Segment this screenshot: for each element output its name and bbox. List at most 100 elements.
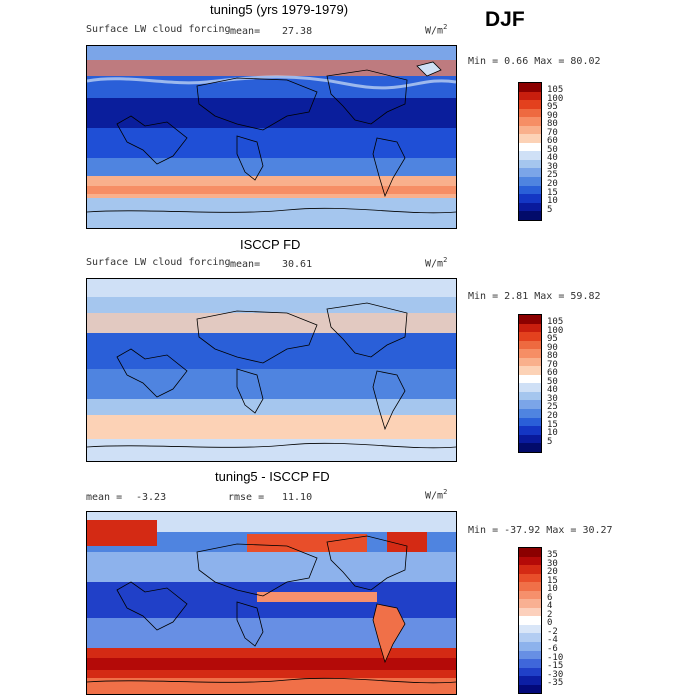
colorbar-swatch bbox=[519, 159, 541, 169]
colorbar-swatch bbox=[519, 83, 541, 92]
colorbar-tick-label: 0 bbox=[547, 618, 553, 629]
panel3-mean-value: -3.23 bbox=[136, 492, 167, 503]
panel2-map bbox=[86, 278, 457, 462]
panel2-units: W/m2 bbox=[425, 256, 448, 270]
colorbar-tick-label: 60 bbox=[547, 136, 558, 147]
colorbar-tick-label: 80 bbox=[547, 119, 558, 130]
colorbar-swatch bbox=[519, 108, 541, 118]
colorbar-tick-label: 5 bbox=[547, 436, 553, 447]
colorbar-swatch bbox=[519, 374, 541, 384]
colorbar-swatch bbox=[519, 185, 541, 195]
colorbar-tick-label: 70 bbox=[547, 127, 558, 138]
colorbar-swatch bbox=[519, 633, 541, 643]
colorbar-tick-label: 15 bbox=[547, 419, 558, 430]
panel1-field-label: Surface LW cloud forcing bbox=[86, 24, 231, 35]
panel3-colorbar-ticks: 35 30 20 15 10 6 4 2 0 -2 -4 -6 -10 -15 -30 -35 bbox=[547, 551, 563, 688]
colorbar-tick-label: -30 bbox=[547, 669, 564, 680]
colorbar-tick-label: 10 bbox=[547, 428, 558, 439]
panel1-mean-label: mean= bbox=[230, 26, 261, 37]
colorbar-tick-label: 20 bbox=[547, 567, 558, 578]
colorbar-swatch bbox=[519, 202, 541, 212]
panel2-mean-label: mean= bbox=[230, 259, 261, 270]
panel1-mean-value: 27.38 bbox=[282, 26, 313, 37]
colorbar-tick-label: 5 bbox=[547, 204, 553, 215]
colorbar-tick-label: -2 bbox=[547, 626, 558, 637]
colorbar-swatch bbox=[519, 582, 541, 591]
colorbar-tick-label: 25 bbox=[547, 170, 558, 181]
colorbar-swatch bbox=[519, 616, 541, 625]
panel2-mean-value: 30.61 bbox=[282, 259, 313, 270]
colorbar-swatch bbox=[519, 391, 541, 401]
season-label: DJF bbox=[485, 8, 525, 31]
colorbar-swatch bbox=[519, 548, 541, 557]
panel3-rmse-label: rmse = bbox=[228, 492, 265, 503]
colorbar-swatch bbox=[519, 434, 541, 444]
colorbar-swatch bbox=[519, 323, 541, 333]
colorbar-tick-label: 105 bbox=[547, 317, 564, 327]
colorbar-swatch bbox=[519, 417, 541, 427]
colorbar-swatch bbox=[519, 409, 541, 418]
colorbar-tick-label: -15 bbox=[547, 661, 564, 672]
colorbar-swatch bbox=[519, 624, 541, 634]
colorbar-swatch bbox=[519, 125, 541, 135]
colorbar-swatch bbox=[519, 667, 541, 677]
colorbar-tick-label: 25 bbox=[547, 402, 558, 413]
colorbar-tick-label: 95 bbox=[547, 334, 558, 345]
colorbar-tick-label: 30 bbox=[547, 161, 558, 172]
colorbar-tick-label: 10 bbox=[547, 584, 558, 595]
colorbar-tick-label: 90 bbox=[547, 110, 558, 121]
colorbar-swatch bbox=[519, 332, 541, 341]
colorbar-swatch bbox=[519, 400, 541, 410]
colorbar-swatch bbox=[519, 315, 541, 324]
colorbar-tick-label: 70 bbox=[547, 359, 558, 370]
panel3-rmse-value: 11.10 bbox=[282, 492, 313, 503]
colorbar-tick-label: 50 bbox=[547, 144, 558, 155]
colorbar-swatch bbox=[519, 366, 541, 375]
colorbar-tick-label: 40 bbox=[547, 153, 558, 164]
colorbar-tick-label: 60 bbox=[547, 368, 558, 379]
colorbar-tick-label: 105 bbox=[547, 85, 564, 95]
colorbar-swatch bbox=[519, 100, 541, 109]
panel3-map bbox=[86, 511, 457, 695]
panel1-colorbar bbox=[518, 82, 542, 221]
colorbar-tick-label: 15 bbox=[547, 575, 558, 586]
colorbar-swatch bbox=[519, 194, 541, 203]
panel3-units: W/m2 bbox=[425, 488, 448, 502]
colorbar-swatch bbox=[519, 556, 541, 566]
colorbar-swatch bbox=[519, 676, 541, 685]
colorbar-tick-label: 20 bbox=[547, 411, 558, 422]
colorbar-tick-label: -4 bbox=[547, 635, 558, 646]
colorbar-tick-label: 40 bbox=[547, 385, 558, 396]
panel1-min-max: Min = 0.66 Max = 80.02 bbox=[468, 56, 601, 67]
colorbar-swatch bbox=[519, 134, 541, 143]
panel3-mean-label: mean = bbox=[86, 492, 123, 503]
panel1-map bbox=[86, 45, 457, 229]
panel1-units: W/m2 bbox=[425, 23, 448, 37]
colorbar-tick-label: -6 bbox=[547, 644, 558, 655]
panel3-colorbar bbox=[518, 547, 542, 695]
panel2-colorbar bbox=[518, 314, 542, 453]
colorbar-tick-label: 50 bbox=[547, 376, 558, 387]
colorbar-tick-label: -35 bbox=[547, 678, 564, 689]
colorbar-swatch bbox=[519, 684, 541, 694]
colorbar-tick-label: 30 bbox=[547, 558, 558, 569]
colorbar-tick-label: 15 bbox=[547, 187, 558, 198]
colorbar-tick-label: 20 bbox=[547, 179, 558, 190]
colorbar-swatch bbox=[519, 659, 541, 668]
colorbar-swatch bbox=[519, 642, 541, 651]
colorbar-swatch bbox=[519, 117, 541, 126]
colorbar-swatch bbox=[519, 650, 541, 660]
colorbar-swatch bbox=[519, 590, 541, 600]
colorbar-tick-label: 35 bbox=[547, 550, 558, 560]
colorbar-tick-label: 80 bbox=[547, 351, 558, 362]
colorbar-swatch bbox=[519, 151, 541, 160]
panel2-field-label: Surface LW cloud forcing bbox=[86, 257, 231, 268]
colorbar-swatch bbox=[519, 349, 541, 358]
colorbar-tick-label: 10 bbox=[547, 196, 558, 207]
colorbar-swatch bbox=[519, 607, 541, 617]
colorbar-tick-label: 90 bbox=[547, 342, 558, 353]
colorbar-swatch bbox=[519, 177, 541, 186]
colorbar-swatch bbox=[519, 168, 541, 178]
colorbar-swatch bbox=[519, 340, 541, 350]
colorbar-swatch bbox=[519, 443, 541, 452]
